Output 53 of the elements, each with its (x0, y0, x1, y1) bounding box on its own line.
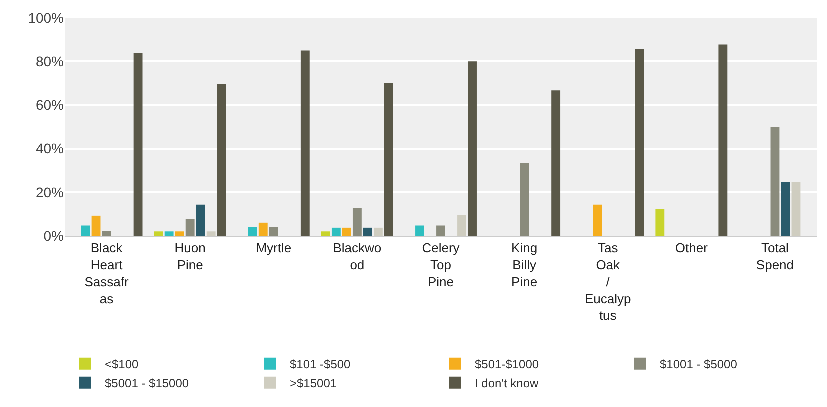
x-tick-label: Celery Top Pine (422, 240, 460, 290)
x-tick-label: Black Heart Sassafras (84, 240, 130, 306)
legend-label: $1001 - $5000 (660, 358, 738, 372)
x-tick-label: Myrtle (256, 240, 292, 256)
bar (269, 227, 278, 236)
legend-label: $501-$1000 (475, 358, 540, 372)
bar (332, 228, 341, 236)
x-tick-label: Total Spend (756, 240, 794, 272)
x-tick-label: Tas Oak / Eucalyptus (584, 240, 632, 324)
bar (468, 62, 477, 236)
bar (436, 226, 446, 236)
bar (134, 54, 143, 236)
bar (718, 44, 728, 236)
bar (781, 182, 790, 236)
legend-label: >$15001 (290, 376, 338, 391)
bar (593, 204, 602, 236)
bar (196, 204, 206, 236)
bar (552, 90, 561, 236)
x-tick-label: Other (675, 240, 709, 256)
bar (321, 232, 330, 236)
x-tick-label: King Billy Pine (512, 240, 538, 290)
bar (520, 163, 530, 236)
x-tick-label: Huon Pine (174, 240, 206, 272)
bar (656, 209, 665, 236)
bar (635, 49, 644, 236)
bar (92, 216, 101, 236)
legend-label: I don't know (475, 376, 539, 391)
y-tick-label: 20% (36, 184, 64, 200)
bar (248, 227, 258, 236)
bar (342, 228, 352, 236)
x-tick-label: Blackwood (333, 240, 382, 272)
legend-label: $101 -$500 (290, 358, 352, 372)
bar (81, 226, 90, 236)
y-tick-label: 0% (44, 228, 64, 244)
bar (154, 232, 164, 236)
bar (770, 127, 780, 236)
y-tick-label: 60% (36, 97, 64, 114)
y-tick-label: 40% (36, 140, 64, 157)
bar (384, 83, 394, 236)
bar (352, 208, 362, 236)
bar (186, 219, 195, 236)
legend-label: $5001 - $15000 (105, 376, 190, 391)
bar (363, 228, 372, 236)
bar (217, 84, 226, 236)
bar (416, 226, 424, 236)
legend-label: <$100 (105, 358, 140, 372)
bar (175, 232, 184, 236)
bar (164, 232, 174, 236)
bar (300, 50, 310, 236)
y-tick-label: 100% (28, 10, 64, 26)
y-tick-label: 80% (36, 54, 64, 70)
bar (102, 231, 112, 236)
bar (258, 222, 268, 236)
